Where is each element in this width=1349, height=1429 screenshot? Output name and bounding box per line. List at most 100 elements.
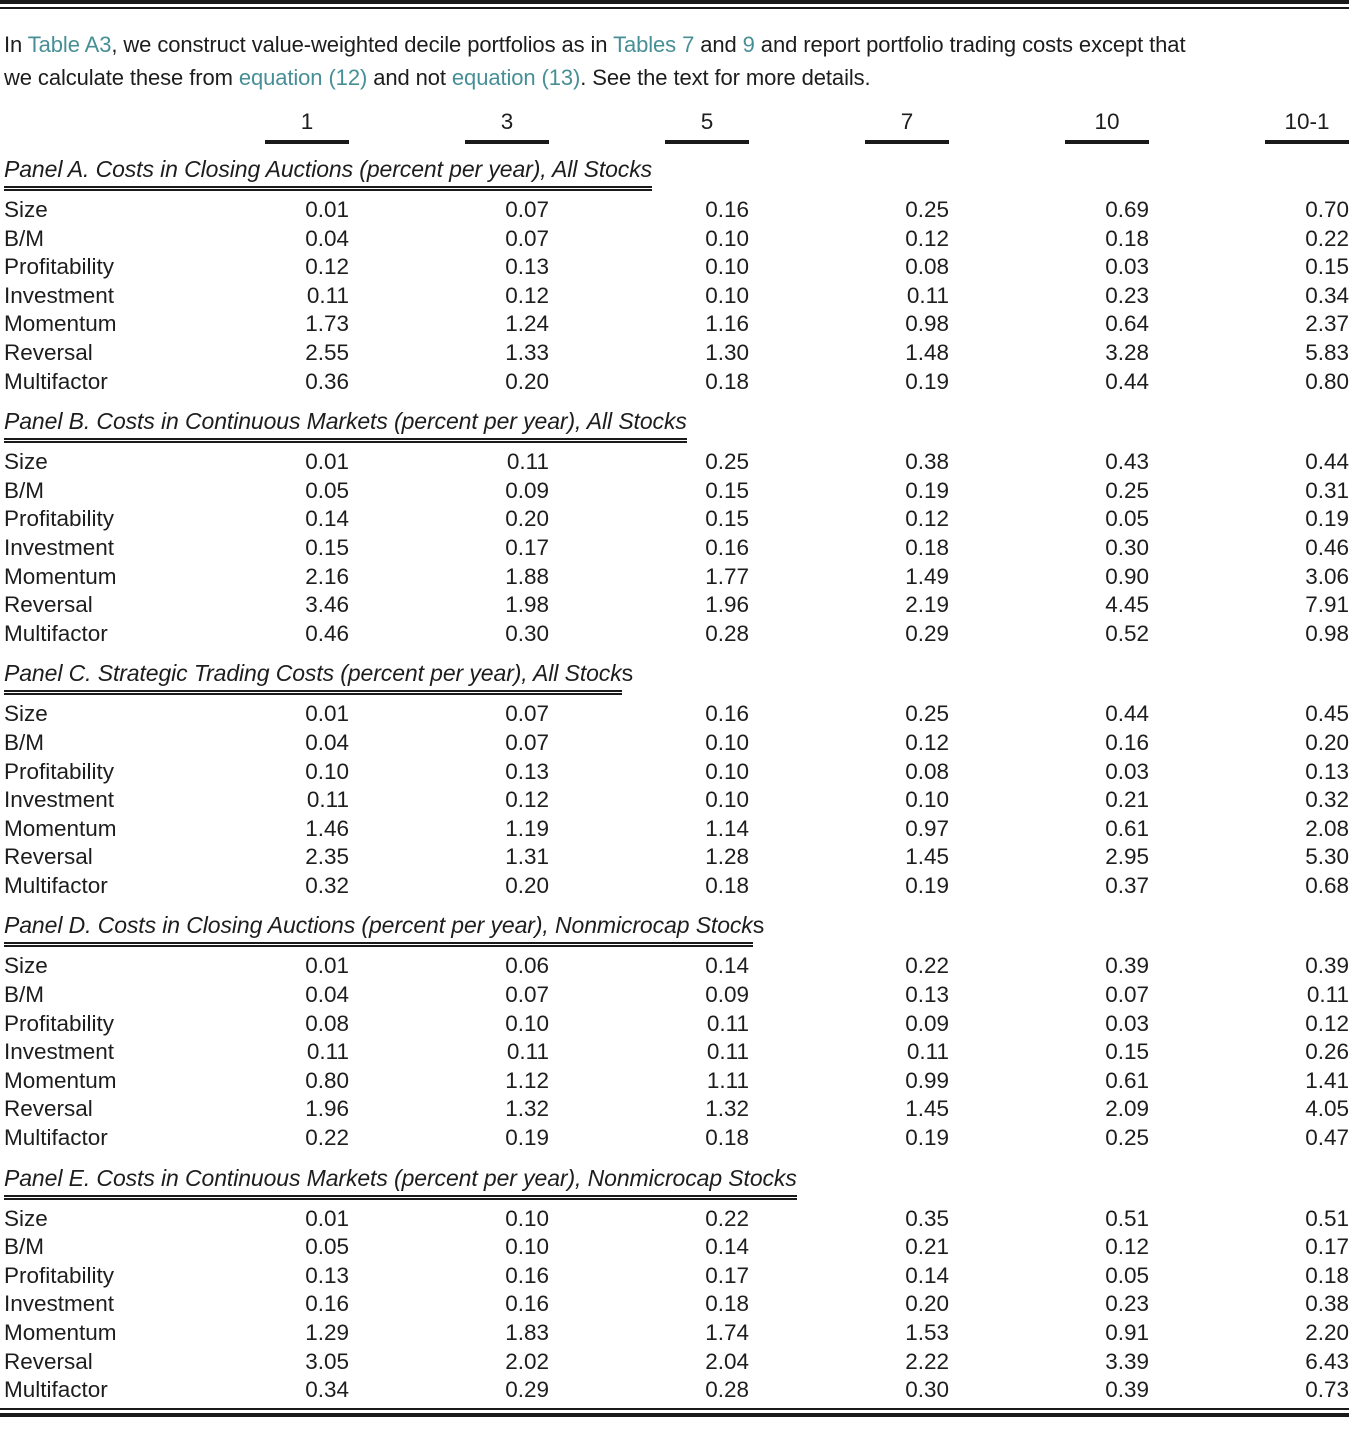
cell-value: 0.16 bbox=[505, 1262, 549, 1288]
cell-value: 0.28 bbox=[705, 620, 749, 646]
row-label: Size bbox=[4, 197, 48, 222]
cell-value: 1.16 bbox=[705, 311, 749, 337]
cell-value: 1.32 bbox=[505, 1096, 549, 1122]
cell-value: 0.14 bbox=[705, 953, 749, 979]
link-table-7[interactable]: Tables 7 bbox=[613, 32, 695, 57]
cell-value: 0.12 bbox=[1105, 1234, 1149, 1260]
cell-value: 4.05 bbox=[1305, 1096, 1349, 1122]
cell-value: 0.99 bbox=[905, 1067, 949, 1093]
table-row: Momentum 0.80 1.12 1.11 0.99 0.61 1.41 bbox=[4, 1067, 1349, 1096]
cell-value: 1.45 bbox=[905, 1096, 949, 1122]
cell-value: 2.22 bbox=[905, 1348, 949, 1374]
panel-a-title: Panel A. Costs in Closing Auctions (perc… bbox=[4, 156, 1345, 191]
cell-value: 0.07 bbox=[505, 729, 549, 755]
column-header-label: 7 bbox=[865, 109, 949, 144]
cell-value: 0.05 bbox=[1105, 1262, 1149, 1288]
cell-value: 0.13 bbox=[305, 1262, 349, 1288]
link-equation-13[interactable]: equation (13) bbox=[451, 65, 581, 90]
cell-value: 0.25 bbox=[1105, 477, 1149, 503]
table-row: Size 0.01 0.06 0.14 0.22 0.39 0.39 bbox=[4, 952, 1349, 981]
table-row: Multifactor 0.34 0.29 0.28 0.30 0.39 0.73 bbox=[4, 1376, 1349, 1405]
caption-text: and report portfolio trading costs excep… bbox=[754, 32, 1186, 57]
table-row: Investment 0.11 0.11 0.11 0.11 0.15 0.26 bbox=[4, 1038, 1349, 1067]
table-row: Investment 0.16 0.16 0.18 0.20 0.23 0.38 bbox=[4, 1290, 1349, 1319]
cell-value: 1.29 bbox=[305, 1320, 349, 1345]
cell-value: 0.51 bbox=[1105, 1205, 1149, 1231]
cell-value: 0.12 bbox=[905, 225, 949, 251]
cell-value: 0.15 bbox=[1105, 1039, 1149, 1065]
cell-value: 0.70 bbox=[1305, 197, 1349, 222]
table-row: B/M 0.05 0.09 0.15 0.19 0.25 0.31 bbox=[4, 477, 1349, 506]
cell-value: 0.10 bbox=[705, 787, 749, 813]
cell-value: 0.44 bbox=[1105, 701, 1149, 727]
cell-value: 0.64 bbox=[1105, 311, 1149, 337]
cell-value: 0.01 bbox=[305, 701, 349, 727]
table-row: Investment 0.11 0.12 0.10 0.11 0.23 0.34 bbox=[4, 282, 1349, 311]
cell-value: 0.16 bbox=[705, 197, 749, 222]
cell-value: 3.39 bbox=[1105, 1348, 1149, 1374]
cell-value: 0.20 bbox=[1305, 729, 1349, 755]
row-label: B/M bbox=[4, 477, 45, 503]
cell-value: 0.18 bbox=[905, 534, 949, 560]
caption-line-2: we calculate these from equation (12) an… bbox=[4, 61, 1345, 94]
table-row: Profitability 0.10 0.13 0.10 0.08 0.03 0.13 bbox=[4, 758, 1349, 787]
row-label: B/M bbox=[4, 1234, 45, 1260]
cell-value: 0.05 bbox=[1105, 506, 1149, 532]
panel-e-rows: Size 0.01 0.10 0.22 0.35 0.51 0.51 B/M 0.05 0.10 0… bbox=[4, 1205, 1349, 1405]
cell-value: 0.10 bbox=[705, 225, 749, 251]
caption-text: , we construct value-weighted decile por… bbox=[111, 32, 614, 57]
cell-value: 0.08 bbox=[905, 758, 949, 784]
cell-value: 0.11 bbox=[306, 787, 349, 813]
cell-value: 0.18 bbox=[705, 872, 749, 898]
column-header-label: 3 bbox=[465, 109, 549, 144]
cell-value: 0.25 bbox=[705, 449, 749, 475]
row-label: Momentum bbox=[4, 563, 117, 589]
link-equation-12[interactable]: equation (12) bbox=[238, 65, 368, 90]
cell-value: 0.39 bbox=[1305, 953, 1349, 979]
row-label: Investment bbox=[4, 787, 115, 813]
cell-value: 0.01 bbox=[305, 953, 349, 979]
cell-value: 0.39 bbox=[1105, 1377, 1149, 1403]
cell-value: 0.10 bbox=[705, 282, 749, 308]
cell-value: 2.37 bbox=[1305, 311, 1349, 337]
row-label: Size bbox=[4, 449, 48, 475]
cell-value: 0.10 bbox=[505, 1205, 549, 1231]
caption-text: we calculate these from bbox=[4, 65, 239, 90]
cell-value: 0.11 bbox=[306, 1039, 349, 1065]
cell-value: 0.47 bbox=[1305, 1125, 1349, 1151]
cell-value: 0.18 bbox=[705, 1125, 749, 1151]
link-table-9[interactable]: 9 bbox=[742, 32, 755, 57]
row-label: Momentum bbox=[4, 1320, 117, 1345]
cell-value: 0.19 bbox=[905, 477, 949, 503]
row-label: Profitability bbox=[4, 254, 115, 280]
panel-d-title-text: Panel D. Costs in Closing Auctions (perc… bbox=[4, 912, 753, 948]
cell-value: 0.19 bbox=[905, 872, 949, 898]
cell-value: 0.06 bbox=[505, 953, 549, 979]
panel-c: Panel C. Strategic Trading Costs (percen… bbox=[4, 660, 1349, 900]
table-row: Momentum 1.73 1.24 1.16 0.98 0.64 2.37 bbox=[4, 310, 1349, 339]
cell-value: 0.10 bbox=[905, 787, 949, 813]
cell-value: 0.20 bbox=[505, 506, 549, 532]
column-header-1: 1 bbox=[149, 109, 349, 144]
cell-value: 0.12 bbox=[905, 506, 949, 532]
row-label: Size bbox=[4, 1205, 48, 1231]
link-table-a3[interactable]: Table A3 bbox=[27, 32, 112, 57]
cell-value: 0.16 bbox=[505, 1291, 549, 1317]
table-bottom-rule bbox=[0, 1407, 1349, 1417]
cell-value: 0.01 bbox=[305, 1205, 349, 1231]
cell-value: 0.22 bbox=[705, 1205, 749, 1231]
cell-value: 1.96 bbox=[305, 1096, 349, 1122]
column-header-label: 1 bbox=[265, 109, 349, 144]
cell-value: 1.88 bbox=[505, 563, 549, 589]
cell-value: 0.43 bbox=[1105, 449, 1149, 475]
panel-a: Panel A. Costs in Closing Auctions (perc… bbox=[4, 156, 1349, 396]
cell-value: 0.17 bbox=[705, 1262, 749, 1288]
table-row: Momentum 1.46 1.19 1.14 0.97 0.61 2.08 bbox=[4, 815, 1349, 844]
cell-value: 0.29 bbox=[505, 1377, 549, 1403]
row-label: Investment bbox=[4, 1291, 115, 1317]
cell-value: 0.11 bbox=[306, 282, 349, 308]
cell-value: 0.03 bbox=[1105, 254, 1149, 280]
cell-value: 0.12 bbox=[1305, 1010, 1349, 1036]
cell-value: 1.32 bbox=[705, 1096, 749, 1122]
table-row: B/M 0.04 0.07 0.10 0.12 0.18 0.22 bbox=[4, 225, 1349, 254]
